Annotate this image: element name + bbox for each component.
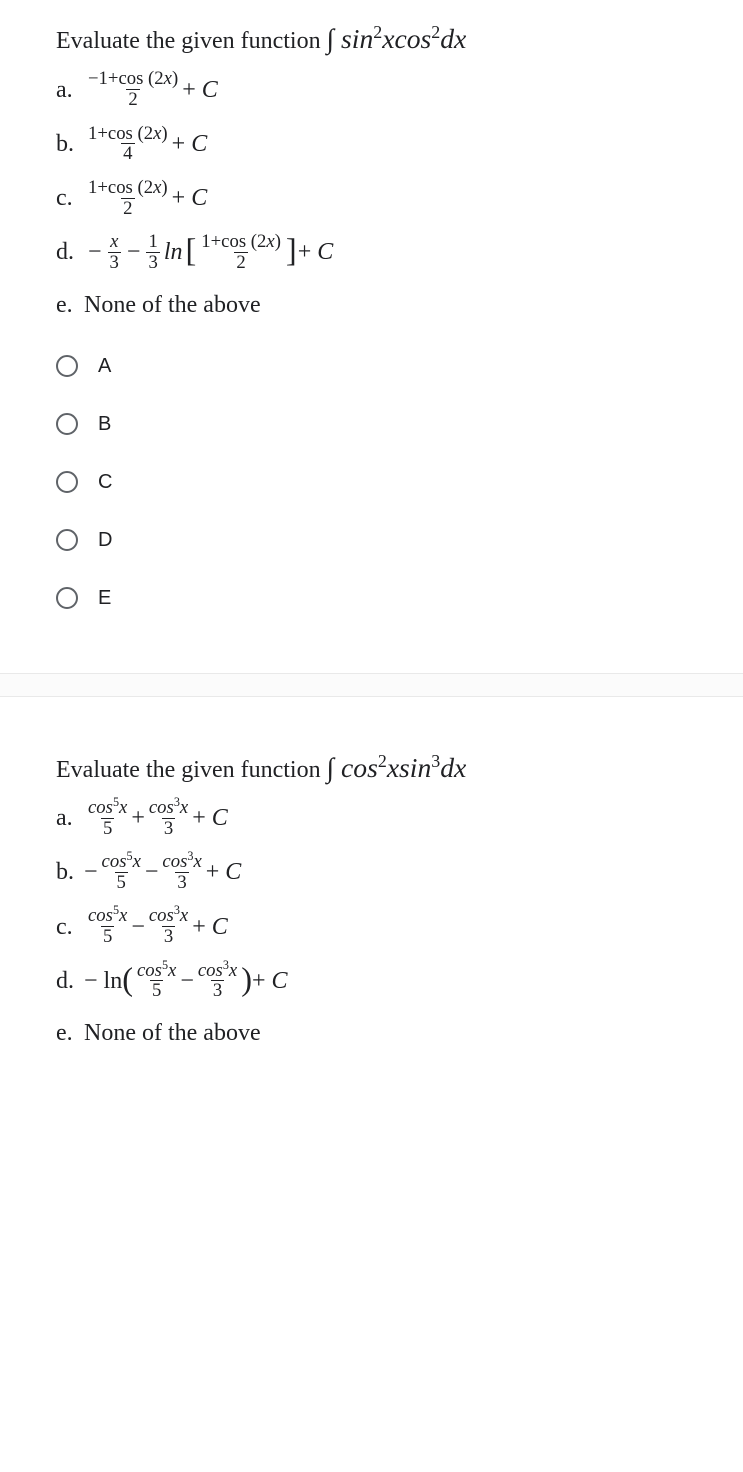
frac-num: cos5x (100, 852, 143, 872)
option-a[interactable]: A (56, 351, 703, 381)
answer-text: None of the above (84, 287, 261, 323)
q2-answer-e: e. None of the above (56, 1015, 703, 1051)
frac-den: 3 (108, 252, 121, 273)
option-label: C (98, 467, 112, 497)
frac-den: 3 (211, 980, 224, 1001)
frac-den: 5 (101, 926, 114, 947)
frac-num: cos3x (147, 798, 190, 818)
answer-tail: + C (172, 126, 208, 162)
q2-answer-b: b.− cos5x5 − cos3x3 + C (56, 852, 703, 892)
question-1: Evaluate the given function ∫ sin2xcos2d… (56, 18, 703, 613)
answer-tail: + C (182, 72, 218, 108)
frac-num: 1 (146, 232, 159, 252)
radio-icon[interactable] (56, 471, 78, 493)
answer-tail: + C (192, 800, 228, 836)
radio-icon[interactable] (56, 587, 78, 609)
question-2: Evaluate the given function ∫ cos2xsin3d… (56, 747, 703, 1052)
frac-num: 1+cos (2x) (86, 178, 170, 198)
q2-prompt: Evaluate the given function ∫ cos2xsin3d… (56, 747, 703, 788)
frac-num: 1+cos (2x) (86, 124, 170, 144)
q2-answer-d: d. − ln ( cos5x5 − cos3x3 ) + C (56, 961, 703, 1001)
frac-num: −1+cos (2x) (86, 69, 180, 89)
option-label: E (98, 583, 111, 613)
answer-tail: + C (172, 180, 208, 216)
frac-num: cos3x (196, 961, 239, 981)
question-divider (0, 673, 743, 697)
q2-answer-c: c. cos5x5 − cos3x3 + C (56, 906, 703, 946)
answer-label: e. (56, 1015, 84, 1051)
option-b[interactable]: B (56, 409, 703, 439)
bracket-left-icon: [ (185, 239, 196, 265)
frac-num: cos5x (86, 906, 129, 926)
answer-label: d. (56, 234, 84, 270)
answer-tail: + C (206, 854, 242, 890)
frac-den: 5 (115, 872, 128, 893)
option-e[interactable]: E (56, 583, 703, 613)
frac-den: 3 (162, 818, 175, 839)
q1-answer-d: d. − x3 − 13 ln [ 1+cos (2x)2 ] + C (56, 232, 703, 272)
answer-label: a. (56, 800, 84, 836)
frac-num: cos3x (147, 906, 190, 926)
paren-right-icon: ) (241, 968, 252, 994)
option-c[interactable]: C (56, 467, 703, 497)
frac-den: 4 (121, 143, 134, 164)
minus-sign: − (88, 234, 102, 270)
prefix: − (84, 854, 98, 890)
answer-label: c. (56, 180, 84, 216)
frac-num: cos5x (86, 798, 129, 818)
ln-text: ln (164, 234, 183, 270)
frac-num: x (108, 232, 120, 252)
operator: − (145, 854, 159, 890)
frac-den: 3 (146, 252, 159, 273)
q1-prompt-text: Evaluate the given function (56, 28, 327, 54)
bracket-right-icon: ] (286, 239, 297, 265)
answer-label: e. (56, 287, 84, 323)
radio-icon[interactable] (56, 529, 78, 551)
option-d[interactable]: D (56, 525, 703, 555)
q1-answer-a: a. −1+cos (2x)2 + C (56, 69, 703, 109)
option-label: B (98, 409, 111, 439)
frac-den: 3 (175, 872, 188, 893)
operator: − (131, 909, 145, 945)
option-label: A (98, 351, 111, 381)
frac-num: cos5x (135, 961, 178, 981)
minus-sign: − (127, 234, 141, 270)
q2-answer-a: a. cos5x5 + cos3x3 + C (56, 798, 703, 838)
answer-label: b. (56, 126, 84, 162)
radio-icon[interactable] (56, 355, 78, 377)
answer-label: d. (56, 963, 84, 999)
operator: − (180, 963, 194, 999)
q1-integral: ∫ sin2xcos2dx (327, 23, 467, 54)
prefix: − ln (84, 963, 122, 999)
answer-label: b. (56, 854, 84, 890)
q2-integral: ∫ cos2xsin3dx (327, 752, 467, 783)
radio-icon[interactable] (56, 413, 78, 435)
paren-left-icon: ( (122, 968, 133, 994)
q1-prompt: Evaluate the given function ∫ sin2xcos2d… (56, 18, 703, 59)
answer-label: a. (56, 72, 84, 108)
q1-answer-b: b. 1+cos (2x)4 + C (56, 124, 703, 164)
frac-num: 1+cos (2x) (199, 232, 283, 252)
q1-answer-e: e. None of the above (56, 287, 703, 323)
frac-den: 5 (101, 818, 114, 839)
operator: + (131, 800, 145, 836)
frac-num: cos3x (160, 852, 203, 872)
answer-text: None of the above (84, 1015, 261, 1051)
frac-den: 2 (234, 252, 247, 273)
frac-den: 2 (126, 89, 139, 110)
q1-options: A B C D E (56, 351, 703, 613)
answer-tail: + C (192, 909, 228, 945)
answer-label: c. (56, 909, 84, 945)
answer-tail: + C (252, 963, 288, 999)
answer-tail: + C (298, 234, 334, 270)
q2-prompt-text: Evaluate the given function (56, 757, 327, 783)
option-label: D (98, 525, 112, 555)
frac-den: 3 (162, 926, 175, 947)
frac-den: 2 (121, 198, 134, 219)
frac-den: 5 (150, 980, 163, 1001)
q1-answer-c: c. 1+cos (2x)2 + C (56, 178, 703, 218)
